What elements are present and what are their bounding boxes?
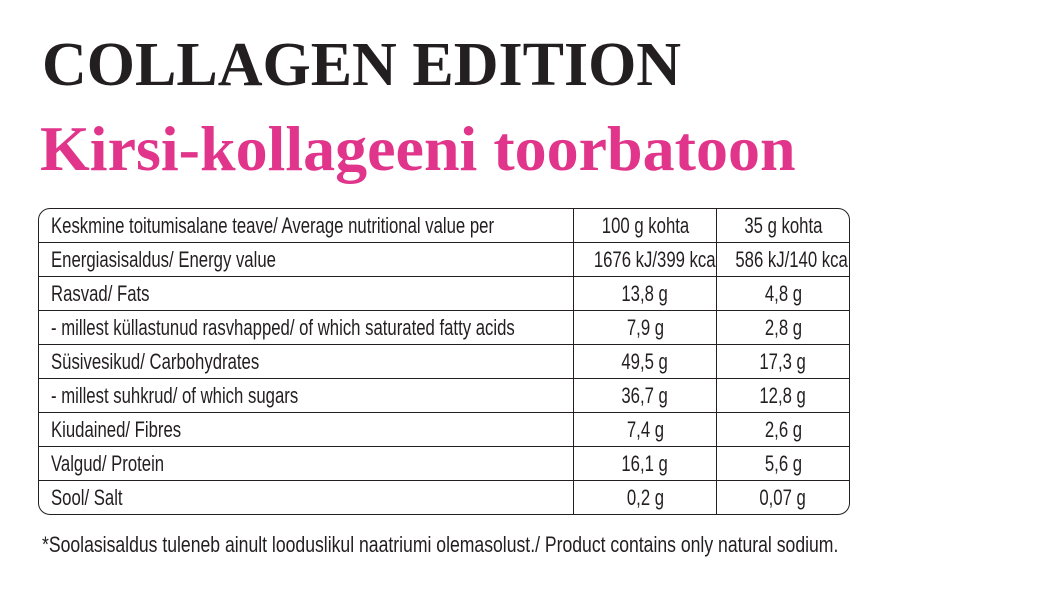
value-text: 7,4 g [626,416,664,442]
label-cell: Kiudained/ Fibres [39,413,574,447]
value-text: 16,1 g [621,450,669,476]
value-text: 36,7 g [621,382,669,408]
table-row: Rasvad/ Fats 13,8 g 4,8 g [39,277,849,311]
value-cell: 35 g kohta [717,209,849,243]
value-cell: 5,6 g [717,447,849,481]
label-cell: Süsivesikud/ Carbohydrates [39,345,574,379]
value-text: 35 g kohta [743,212,823,238]
value-cell: 49,5 g [574,345,717,379]
value-text: 1676 kJ/399 kcal [593,246,717,272]
value-text: 0,2 g [626,484,664,510]
value-cell: 586 kJ/140 kcal [717,243,849,277]
label-text: Keskmine toitumisalane teave/ Average nu… [51,212,495,238]
nutrition-table: Keskmine toitumisalane teave/ Average nu… [38,208,850,515]
value-text: 49,5 g [621,348,669,374]
table-row: Energiasisaldus/ Energy value 1676 kJ/399… [39,243,849,277]
value-cell: 7,4 g [574,413,717,447]
value-cell: 17,3 g [717,345,849,379]
label-cell: Rasvad/ Fats [39,277,574,311]
table-row: Kiudained/ Fibres 7,4 g 2,6 g [39,413,849,447]
table: Keskmine toitumisalane teave/ Average nu… [39,209,849,514]
label-text: - millest suhkrud/ of which sugars [51,382,299,408]
title: COLLAGEN EDITION [42,31,682,99]
value-cell: 2,8 g [717,311,849,345]
value-text: 12,8 g [759,382,807,408]
label-text: Energiasisaldus/ Energy value [51,246,276,272]
table-row: - millest suhkrud/ of which sugars 36,7 g… [39,379,849,413]
label-cell: Sool/ Salt [39,481,574,514]
value-text: 2,6 g [764,416,802,442]
value-text: 0,07 g [759,484,807,510]
value-cell: 13,8 g [574,277,717,311]
table-row: Valgud/ Protein 16,1 g 5,6 g [39,447,849,481]
value-cell: 12,8 g [717,379,849,413]
label-text: Kiudained/ Fibres [51,416,182,442]
label-text: Valgud/ Protein [51,450,165,476]
value-cell: 16,1 g [574,447,717,481]
label-cell: Valgud/ Protein [39,447,574,481]
table-body: Keskmine toitumisalane teave/ Average nu… [39,209,849,514]
label-cell: Keskmine toitumisalane teave/ Average nu… [39,209,574,243]
value-text: 586 kJ/140 kcal [735,246,849,272]
value-cell: 36,7 g [574,379,717,413]
value-text: 100 g kohta [601,212,689,238]
subtitle: Kirsi-kollageeni toorbatoon [40,113,796,184]
value-text: 13,8 g [621,280,669,306]
header-row: Keskmine toitumisalane teave/ Average nu… [39,209,849,243]
value-text: 2,8 g [764,314,802,340]
value-cell: 0,07 g [717,481,849,514]
value-text: 17,3 g [759,348,807,374]
table-row: Sool/ Salt 0,2 g 0,07 g [39,481,849,514]
value-cell: 100 g kohta [574,209,717,243]
table-row: - millest küllastunud rasvhapped/ of whi… [39,311,849,345]
label-cell: - millest suhkrud/ of which sugars [39,379,574,413]
value-cell: 1676 kJ/399 kcal [574,243,717,277]
value-cell: 4,8 g [717,277,849,311]
value-cell: 0,2 g [574,481,717,514]
value-cell: 2,6 g [717,413,849,447]
label-text: Sool/ Salt [51,484,123,510]
footnote-text: *Soolasisaldus tuleneb ainult loodusliku… [42,532,839,557]
value-text: 7,9 g [626,314,664,340]
value-cell: 7,9 g [574,311,717,345]
value-text: 5,6 g [764,450,802,476]
footnote: *Soolasisaldus tuleneb ainult loodusliku… [42,530,1037,560]
value-text: 4,8 g [764,280,802,306]
table-row: Süsivesikud/ Carbohydrates 49,5 g 17,3 g [39,345,849,379]
label-cell: - millest küllastunud rasvhapped/ of whi… [39,311,574,345]
label-text: - millest küllastunud rasvhapped/ of whi… [51,314,515,340]
label-text: Süsivesikud/ Carbohydrates [51,348,260,374]
label-text: Rasvad/ Fats [51,280,150,306]
label-cell: Energiasisaldus/ Energy value [39,243,574,277]
